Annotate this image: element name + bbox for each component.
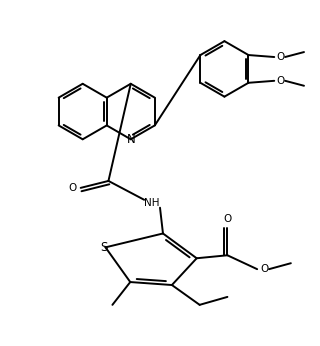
Text: NH: NH <box>144 198 160 208</box>
Text: O: O <box>260 264 268 274</box>
Text: O: O <box>276 76 284 86</box>
Text: O: O <box>223 213 232 224</box>
Text: O: O <box>68 183 77 193</box>
Text: O: O <box>276 52 284 62</box>
Text: S: S <box>100 241 107 254</box>
Text: N: N <box>126 133 135 146</box>
